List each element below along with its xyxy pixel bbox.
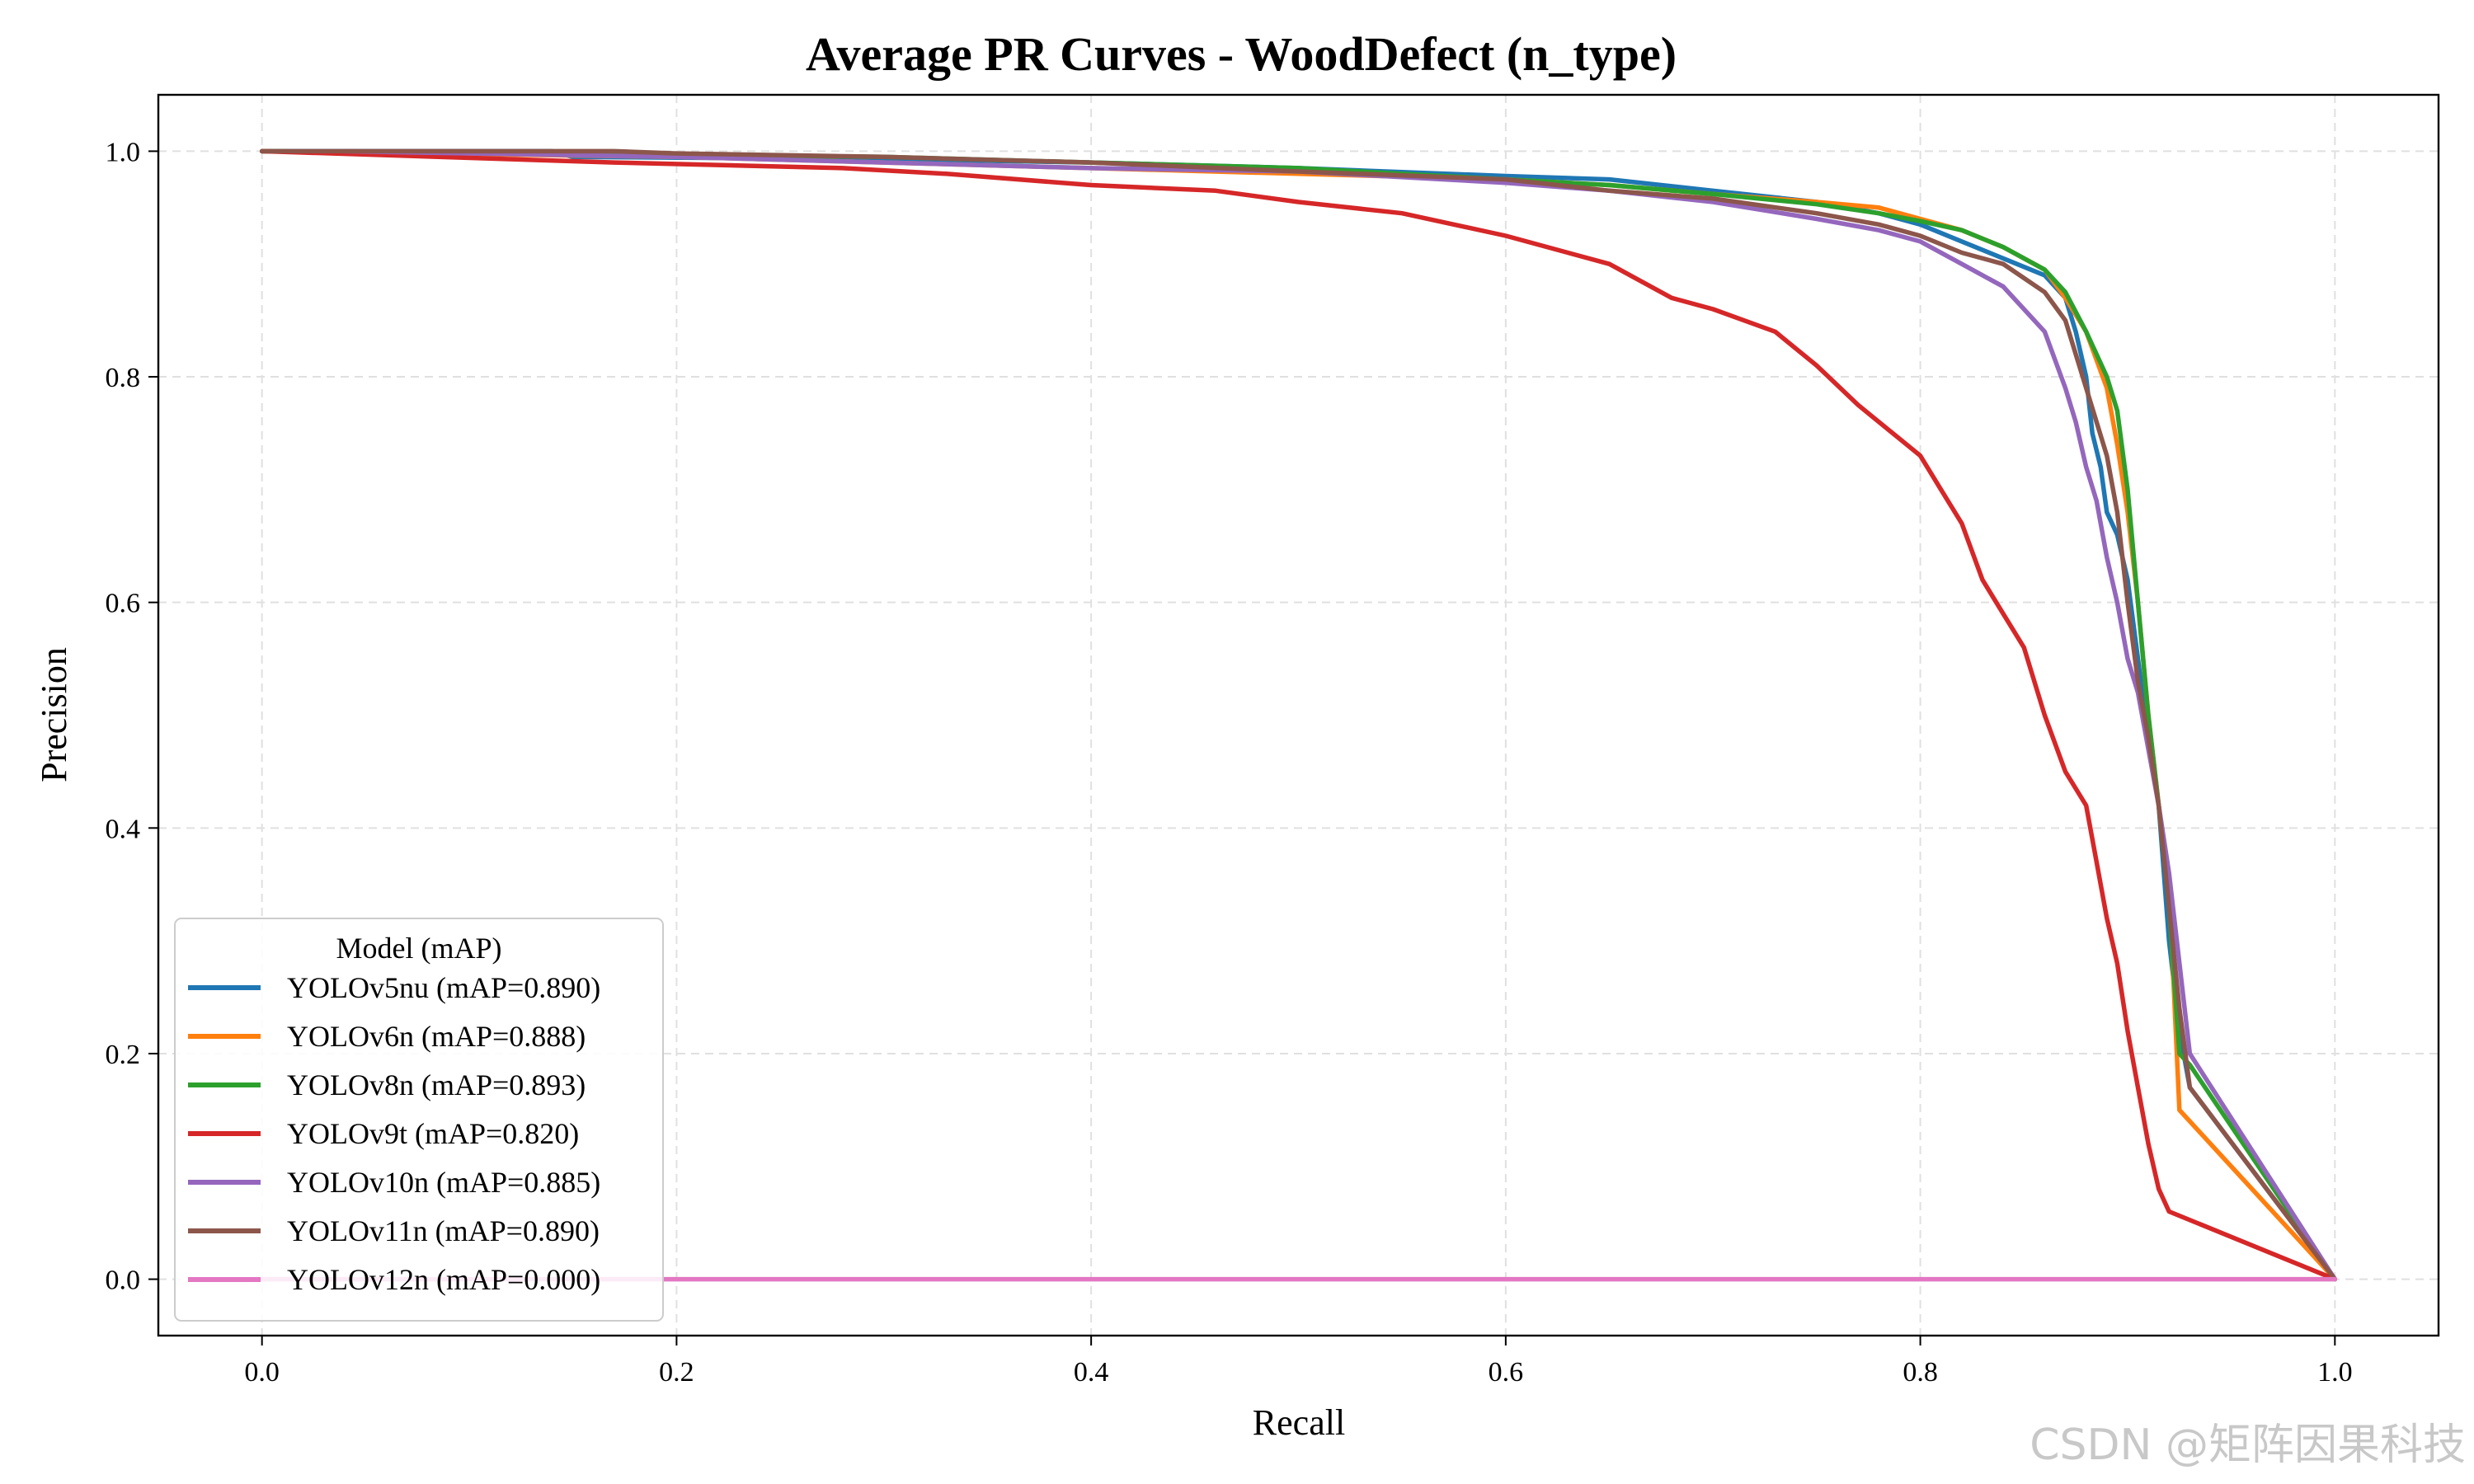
- y-tick-label: 0.4: [106, 814, 141, 844]
- x-tick-label: 0.8: [1903, 1357, 1938, 1388]
- x-tick-label: 0.6: [1489, 1357, 1524, 1388]
- legend-label: YOLOv8n (mAP=0.893): [287, 1068, 586, 1101]
- legend-label: YOLOv9t (mAP=0.820): [287, 1117, 579, 1150]
- y-tick-label: 0.2: [106, 1040, 141, 1070]
- legend: Model (mAP) YOLOv5nu (mAP=0.890) YOLOv6n …: [174, 918, 664, 1322]
- x-axis-title: Recall: [1253, 1402, 1345, 1443]
- series-line: [259, 148, 2338, 1282]
- legend-label: YOLOv5nu (mAP=0.890): [287, 971, 600, 1004]
- plot-frame: [157, 93, 2440, 1337]
- x-tick-label: 0.4: [1074, 1357, 1109, 1388]
- y-tick-label: 0.0: [106, 1266, 141, 1296]
- legend-label: YOLOv12n (mAP=0.000): [287, 1263, 600, 1296]
- y-tick-label: 0.6: [106, 589, 141, 619]
- watermark: CSDN @矩阵因果科技: [2030, 1421, 2466, 1470]
- x-tick-label: 0.2: [659, 1357, 694, 1388]
- x-tick-label: 1.0: [2317, 1357, 2353, 1388]
- legend-label: YOLOv10n (mAP=0.885): [287, 1166, 600, 1199]
- legend-label: YOLOv11n (mAP=0.890): [287, 1214, 600, 1247]
- legend-box: [174, 918, 664, 1322]
- legend-title: Model (mAP): [336, 932, 502, 965]
- series-line: [259, 148, 2338, 1282]
- legend-label: YOLOv6n (mAP=0.888): [287, 1020, 586, 1053]
- y-axis-title: Precision: [34, 647, 74, 782]
- y-tick-label: 1.0: [106, 137, 141, 167]
- y-tick-label: 0.8: [106, 363, 141, 393]
- x-tick-label: 0.0: [244, 1357, 280, 1388]
- chart-title: Average PR Curves - WoodDefect (n_type): [806, 27, 1677, 81]
